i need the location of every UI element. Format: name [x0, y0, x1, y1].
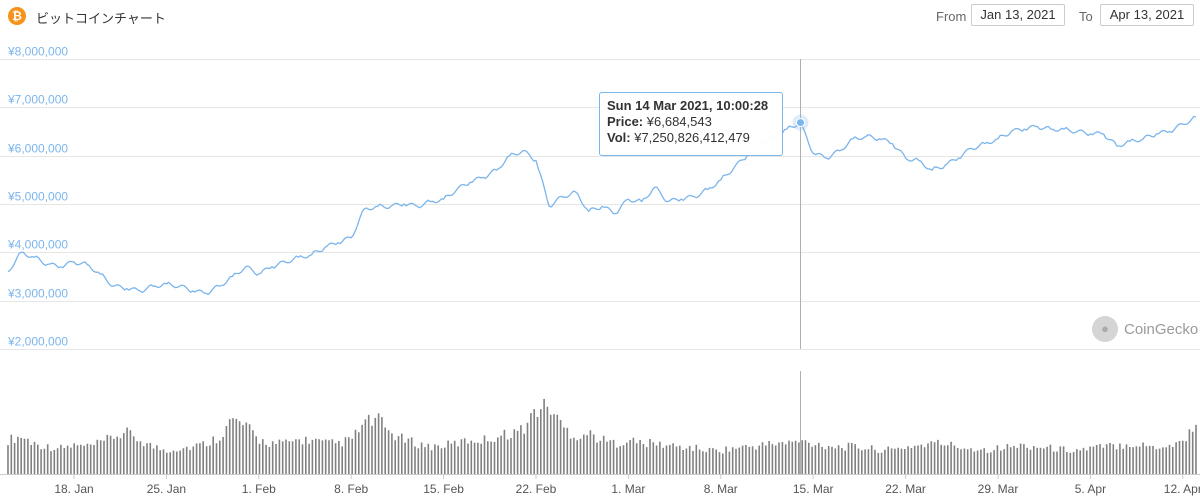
tooltip-vol-value: ¥7,250,826,412,479 — [634, 130, 750, 145]
tooltip-price-label: Price: — [607, 114, 644, 129]
price-tooltip: Sun 14 Mar 2021, 10:00:28 Price: ¥6,684,… — [599, 92, 783, 156]
chart-header: ₿ ビットコインチャート From Jan 13, 2021 To Apr 13… — [0, 0, 1200, 32]
watermark-text: CoinGecko — [1124, 321, 1199, 338]
x-tick-label: 1. Mar — [611, 482, 645, 496]
from-label: From — [936, 9, 967, 24]
y-axis-labels: ¥2,000,000 ¥3,000,000 ¥4,000,000 ¥5,000,000… — [7, 45, 68, 349]
x-tick-label: 22. Mar — [885, 482, 926, 496]
x-tick-label: 18. Jan — [54, 482, 93, 496]
x-tick-label: 29. Mar — [978, 482, 1019, 496]
x-tick-label: 8. Feb — [334, 482, 368, 496]
x-tick-label: 1. Feb — [242, 482, 276, 496]
volume-bars — [7, 398, 1197, 474]
x-tick-label: 22. Feb — [516, 482, 557, 496]
coingecko-logo-icon: ● — [1092, 316, 1118, 342]
x-tick-label: 25. Jan — [147, 482, 186, 496]
bitcoin-icon: ₿ — [8, 7, 26, 25]
x-tick-label: 15. Feb — [423, 482, 464, 496]
x-axis-labels: 18. Jan 25. Jan 1. Feb 8. Feb 15. Feb 22. Feb… — [54, 474, 1200, 496]
tooltip-price-value: ¥6,684,543 — [646, 114, 712, 129]
y-tick-label: ¥5,000,000 — [7, 190, 68, 204]
x-tick-label: 5. Apr — [1075, 482, 1106, 496]
y-tick-label: ¥8,000,000 — [7, 45, 68, 59]
y-tick-label: ¥4,000,000 — [7, 238, 68, 252]
tooltip-date: Sun 14 Mar 2021, 10:00:28 — [607, 98, 769, 113]
to-date-input[interactable]: Apr 13, 2021 — [1100, 4, 1194, 26]
x-tick-label: 12. Apr — [1164, 482, 1200, 496]
volume-series — [7, 398, 1197, 474]
from-date-input[interactable]: Jan 13, 2021 — [971, 4, 1065, 26]
to-label: To — [1079, 9, 1093, 24]
tooltip-vol-label: Vol: — [607, 130, 631, 145]
y-tick-label: ¥7,000,000 — [7, 93, 68, 107]
price-line-group — [7, 114, 1197, 296]
y-tick-label: ¥2,000,000 — [7, 335, 68, 349]
x-tick-label: 15. Mar — [793, 482, 834, 496]
chart-title: ビットコインチャート — [36, 11, 166, 26]
y-tick-label: ¥6,000,000 — [7, 142, 68, 156]
highlight-point — [796, 118, 805, 128]
x-tick-label: 8. Mar — [704, 482, 738, 496]
price-line — [7, 115, 1197, 296]
y-tick-label: ¥3,000,000 — [7, 287, 68, 301]
